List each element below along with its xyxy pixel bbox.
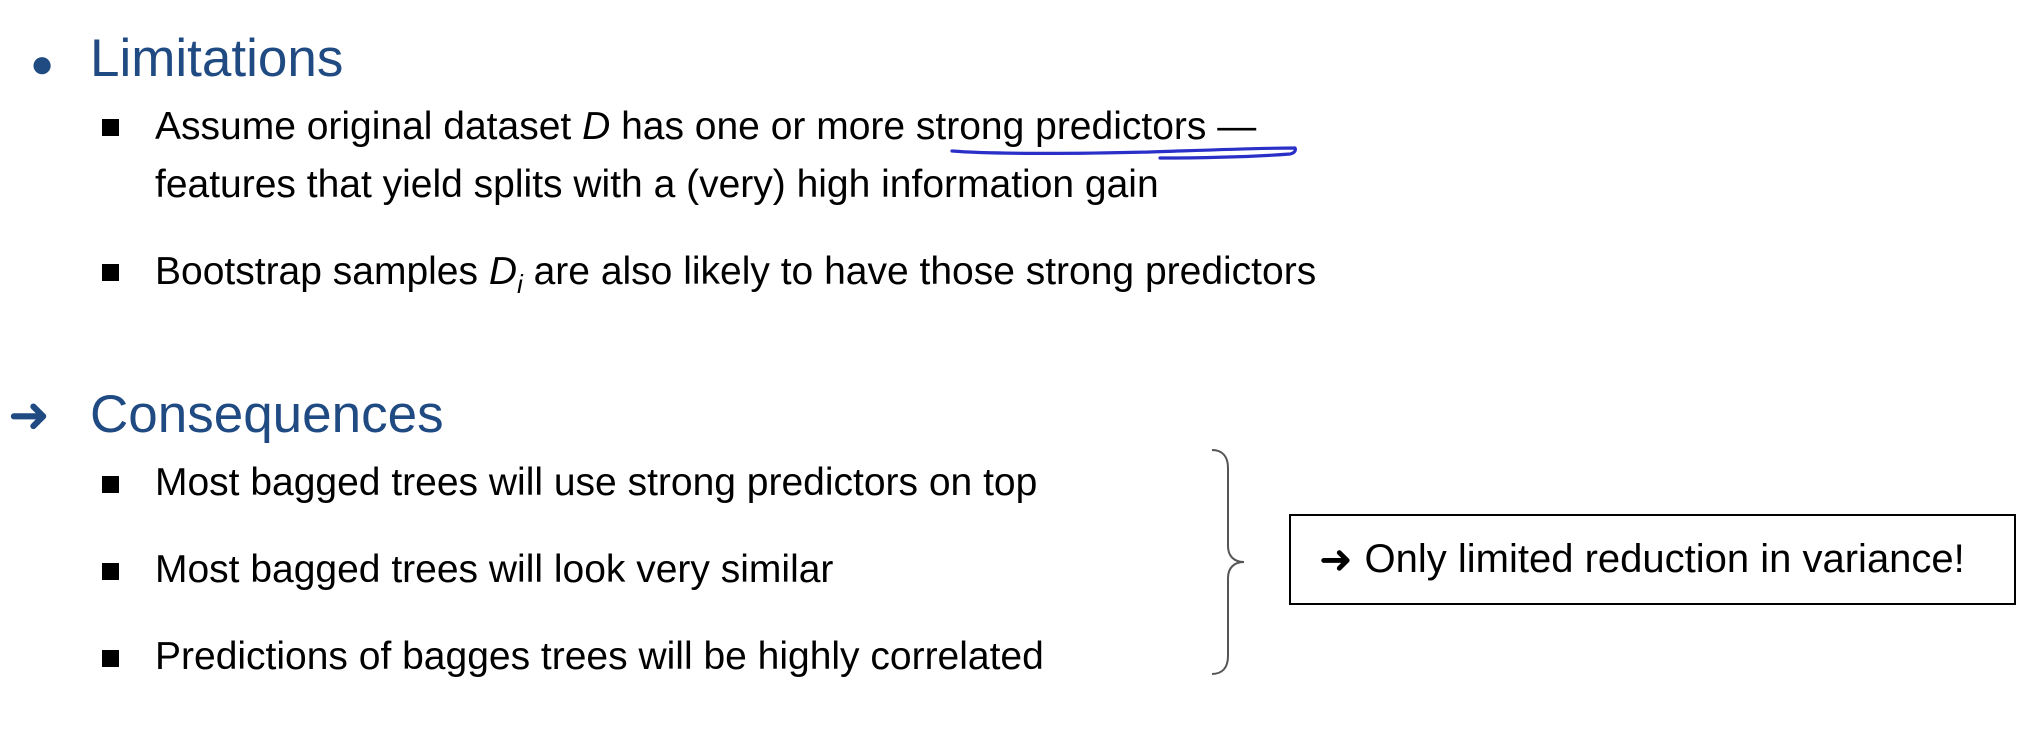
consequences-item-2: Most bagged trees will look very similar: [155, 548, 834, 591]
arrow-icon: ➜: [1319, 537, 1353, 582]
variance-callout-box: ➜ Only limited reduction in variance!: [1289, 514, 2016, 605]
bullet-square: [102, 563, 119, 580]
arrow-icon: ➜: [8, 387, 50, 443]
bullet-square: [102, 119, 119, 136]
limitations-bullet: ●: [30, 42, 55, 86]
text-segment: Assume original dataset: [155, 105, 583, 148]
bullet-square: [102, 264, 119, 281]
bullet-square: [102, 650, 119, 667]
variable-d: D: [582, 105, 611, 148]
variable-d: D: [488, 250, 517, 293]
text-segment: has one or more: [610, 105, 916, 148]
underline-annotation: [950, 146, 1297, 160]
text-segment: are also likely to have those strong pre…: [522, 250, 1317, 293]
limitations-heading: Limitations: [90, 29, 344, 88]
callout-text: Only limited reduction in variance!: [1364, 537, 1965, 581]
bullet-square: [102, 476, 119, 493]
subscript-i: i: [517, 268, 523, 299]
text-segment: —: [1206, 105, 1257, 148]
limitations-item-1-line-2: features that yield splits with a (very)…: [155, 163, 1159, 206]
consequences-heading: Consequences: [90, 385, 444, 444]
limitations-item-1-line-1: Assume original dataset D has one or mor…: [155, 107, 1256, 146]
text-segment: Bootstrap samples: [155, 250, 489, 293]
strong-predictors-highlight: strong predictors: [915, 105, 1207, 148]
consequences-item-1: Most bagged trees will use strong predic…: [155, 461, 1038, 504]
consequences-item-3: Predictions of bagges trees will be high…: [155, 635, 1044, 678]
limitations-item-2: Bootstrap samples Di are also likely to …: [155, 252, 1316, 297]
curly-brace: [1211, 449, 1245, 675]
